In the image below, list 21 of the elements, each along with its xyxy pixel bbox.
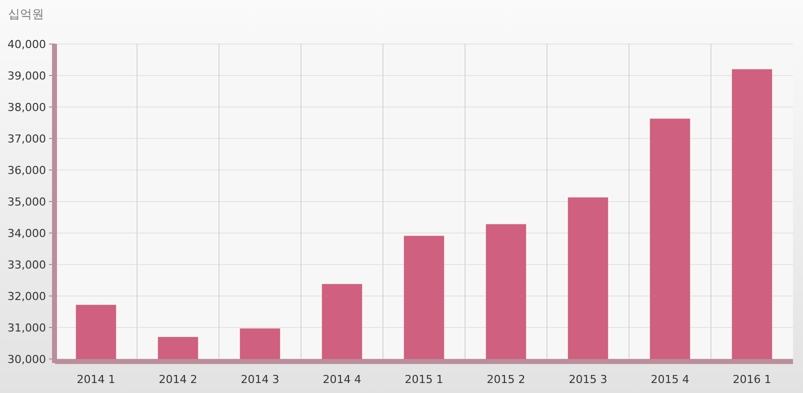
x-tick-label: 2014 3 <box>240 373 280 386</box>
y-tick-label: 36,000 <box>8 164 46 177</box>
y-tick-label: 35,000 <box>8 196 46 208</box>
x-tick-label: 2014 2 <box>158 373 198 386</box>
x-tick-label: 2016 1 <box>732 373 772 386</box>
y-tick-label: 32,000 <box>8 290 46 303</box>
y-tick-label: 31,000 <box>8 322 46 334</box>
x-tick-label: 2015 3 <box>568 373 608 386</box>
x-tick-label: 2015 2 <box>486 373 526 386</box>
y-tick-label: 39,000 <box>8 70 46 82</box>
x-tick-label: 2014 1 <box>76 373 116 386</box>
y-tick-label: 38,000 <box>8 101 46 114</box>
x-tick-label: 2015 1 <box>404 373 444 386</box>
y-tick-label: 33,000 <box>8 258 46 272</box>
y-tick-label: 37,000 <box>8 132 46 146</box>
y-tick-label: 40,000 <box>8 38 46 51</box>
y-tick-label: 30,000 <box>8 353 46 366</box>
y-axis-title: 십억원 <box>8 7 44 21</box>
x-tick-label: 2015 4 <box>650 373 690 386</box>
y-tick-label: 34,000 <box>8 227 46 240</box>
x-tick-label: 2014 4 <box>322 373 362 386</box>
